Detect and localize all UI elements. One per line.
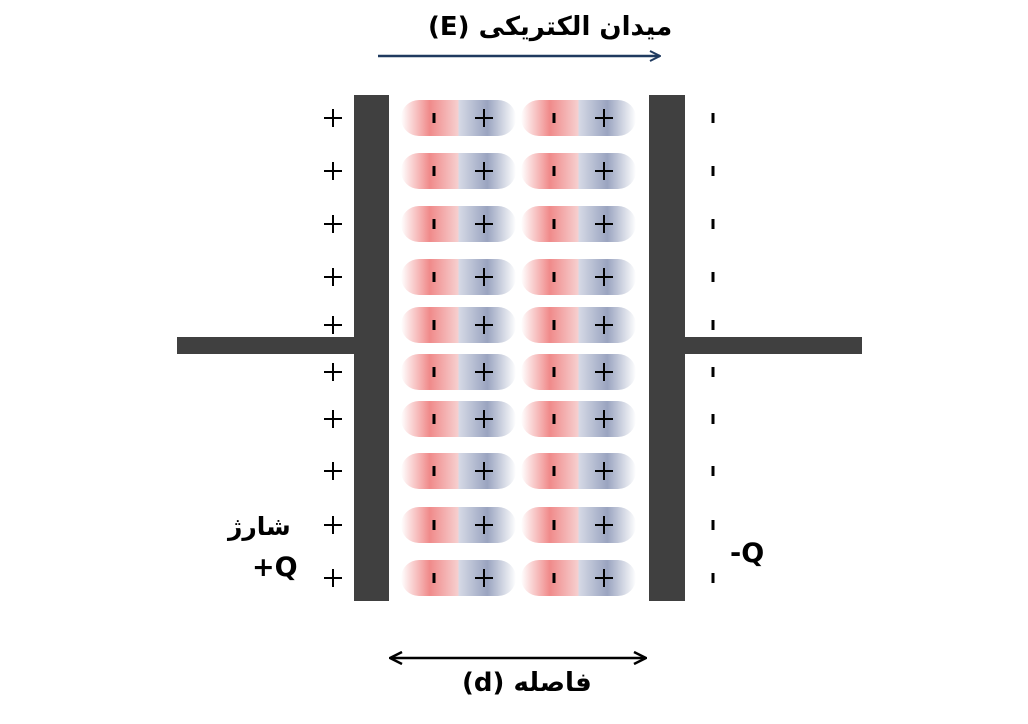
dipole-positive-sign	[595, 363, 613, 381]
dipole	[521, 153, 636, 189]
dipole	[401, 206, 516, 242]
dipole-positive-sign	[475, 516, 493, 534]
dipole	[521, 354, 636, 390]
left-plate-charges	[324, 109, 342, 587]
dipole-positive-sign	[475, 316, 493, 334]
dipole	[521, 307, 636, 343]
dipole-positive-sign	[475, 162, 493, 180]
dipole	[521, 401, 636, 437]
positive-charge-sign	[324, 268, 342, 286]
dipole-positive-sign	[595, 215, 613, 233]
dipole	[401, 401, 516, 437]
positive-charge-sign	[324, 410, 342, 428]
dipole-positive-sign	[595, 162, 613, 180]
dipole	[401, 100, 516, 136]
positive-charge-sign	[324, 569, 342, 587]
dipole	[521, 100, 636, 136]
dipole-positive-sign	[475, 109, 493, 127]
positive-charge-sign	[324, 316, 342, 334]
dipole-positive-sign	[595, 516, 613, 534]
dipole-positive-sign	[475, 268, 493, 286]
dipole	[401, 259, 516, 295]
dipole	[401, 507, 516, 543]
positive-charge-sign	[324, 516, 342, 534]
positive-charge-sign	[324, 462, 342, 480]
dipole-group	[401, 100, 636, 596]
dipole-positive-sign	[595, 268, 613, 286]
dipole	[401, 307, 516, 343]
dipole-positive-sign	[475, 569, 493, 587]
dipole	[401, 453, 516, 489]
negative-charge-label: -Q	[730, 538, 765, 569]
dipole-positive-sign	[595, 316, 613, 334]
positive-charge-label: +Q	[252, 552, 298, 583]
dipole-positive-sign	[595, 462, 613, 480]
positive-plate	[354, 95, 389, 601]
charge-word-label: شارژ	[228, 512, 291, 541]
dipole	[521, 507, 636, 543]
dipole-positive-sign	[475, 462, 493, 480]
dipole-positive-sign	[475, 410, 493, 428]
positive-charge-sign	[324, 363, 342, 381]
dipole	[521, 206, 636, 242]
dipole	[401, 153, 516, 189]
dipole	[521, 560, 636, 596]
dipole	[521, 453, 636, 489]
dipole-positive-sign	[475, 215, 493, 233]
distance-label: فاصله (d)	[462, 668, 592, 698]
dipole-positive-sign	[475, 363, 493, 381]
negative-plate	[649, 95, 685, 601]
dipole	[521, 259, 636, 295]
positive-charge-sign	[324, 109, 342, 127]
left-lead-wire	[177, 337, 357, 354]
dipole	[401, 354, 516, 390]
electric-field-label: میدان الکتریکی (E)	[428, 12, 673, 42]
positive-charge-sign	[324, 215, 342, 233]
positive-charge-sign	[324, 162, 342, 180]
right-lead-wire	[683, 337, 862, 354]
dipole-positive-sign	[595, 569, 613, 587]
dipole-positive-sign	[595, 109, 613, 127]
dipole-positive-sign	[595, 410, 613, 428]
dipole	[401, 560, 516, 596]
